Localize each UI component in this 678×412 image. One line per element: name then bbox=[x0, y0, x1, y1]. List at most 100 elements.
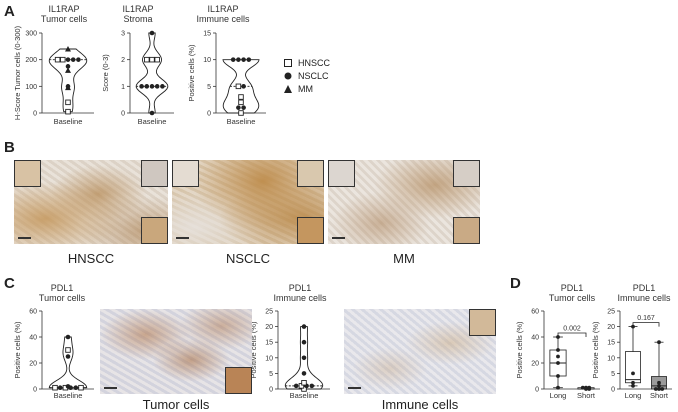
y-tick-label: 15 bbox=[203, 31, 211, 38]
data-point bbox=[65, 84, 71, 89]
y-axis-label: Positive cells (%) bbox=[187, 44, 196, 102]
data-point bbox=[65, 64, 71, 69]
box-long bbox=[625, 351, 641, 384]
data-point bbox=[657, 387, 661, 391]
x-tick-label: Short bbox=[577, 391, 596, 400]
x-axis-label: Baseline bbox=[54, 391, 83, 400]
y-tick-label: 0 bbox=[207, 111, 211, 118]
y-tick-label: 0 bbox=[535, 387, 539, 394]
data-point bbox=[54, 56, 61, 63]
caption-mm: MM bbox=[393, 251, 415, 266]
data-point bbox=[230, 57, 236, 62]
data-point bbox=[309, 383, 315, 389]
p-value-label: 0.002 bbox=[563, 326, 581, 333]
data-point bbox=[631, 324, 635, 329]
y-axis-label: Positive cells (%) bbox=[13, 321, 22, 379]
data-point bbox=[144, 84, 150, 89]
inset-hnscc-bottom-right bbox=[141, 217, 168, 244]
data-point bbox=[301, 371, 307, 376]
x-axis-label: Baseline bbox=[138, 117, 167, 126]
data-point bbox=[238, 110, 244, 116]
legend-item-hnscc: HNSCC bbox=[284, 56, 330, 69]
data-point bbox=[631, 383, 635, 388]
panel-label-d: D bbox=[510, 275, 521, 292]
data-point bbox=[149, 84, 155, 89]
data-point bbox=[301, 339, 307, 345]
data-point bbox=[139, 84, 144, 89]
y-tick-label: 0 bbox=[121, 111, 125, 118]
caption-hnscc: HNSCC bbox=[67, 251, 115, 266]
inset-tumor-cells bbox=[225, 367, 252, 394]
violin-outline bbox=[135, 32, 169, 114]
data-point bbox=[149, 56, 155, 63]
panel-label-b: B bbox=[4, 139, 15, 156]
data-point bbox=[580, 385, 585, 390]
significance-bracket bbox=[557, 332, 587, 337]
violin-outline bbox=[222, 59, 260, 114]
data-point bbox=[236, 105, 241, 110]
scale-bar bbox=[348, 387, 361, 389]
data-point bbox=[65, 384, 71, 389]
data-point bbox=[631, 380, 635, 385]
data-point bbox=[241, 57, 246, 62]
y-tick-label: 0 bbox=[269, 387, 273, 394]
chart-title-d1: PDL1 Tumor cells bbox=[548, 283, 596, 303]
filled-circle-icon bbox=[284, 72, 292, 79]
chart-c2-violin: 0 5 10 15 20 25 Positive cells (%) Baseline bbox=[249, 309, 330, 400]
legend-item-nsclc: NSCLC bbox=[284, 69, 330, 82]
chart-title-a1: IL1RAP Tumor cells bbox=[40, 4, 88, 24]
data-point bbox=[65, 99, 71, 106]
y-tick-label: 5 bbox=[611, 371, 615, 378]
data-point bbox=[246, 57, 252, 62]
y-tick-label: 300 bbox=[25, 31, 37, 38]
open-square-icon bbox=[284, 58, 292, 67]
y-tick-label: 3 bbox=[121, 31, 125, 38]
legend-a: HNSCC NSCLC MM bbox=[284, 56, 330, 95]
y-tick-label: 0 bbox=[611, 387, 615, 394]
data-point bbox=[584, 387, 588, 391]
scale-bar bbox=[18, 237, 31, 239]
data-point bbox=[60, 56, 66, 63]
image-pdl1-immune-cells bbox=[344, 309, 496, 394]
data-point bbox=[57, 385, 63, 390]
data-point bbox=[149, 110, 155, 116]
data-point bbox=[144, 56, 150, 63]
violin-outline bbox=[284, 326, 324, 390]
chart-d1-boxplot: 0 20 40 60 Positive cells (%) Long Short 0.002 bbox=[515, 309, 600, 400]
data-point bbox=[301, 324, 307, 329]
y-axis-label: Positive cells (%) bbox=[515, 321, 524, 379]
inset-mm-top-right bbox=[453, 160, 480, 187]
y-tick-label: 40 bbox=[29, 335, 37, 342]
scale-bar bbox=[104, 387, 117, 389]
data-point bbox=[657, 380, 661, 385]
y-axis-label: H-Score Tumor cells (0-300) bbox=[13, 25, 22, 120]
x-axis-label: Baseline bbox=[227, 117, 256, 126]
data-point bbox=[556, 374, 560, 378]
y-tick-label: 10 bbox=[203, 57, 211, 64]
data-point bbox=[556, 354, 560, 359]
image-mm bbox=[328, 160, 480, 244]
legend-label-mm: MM bbox=[298, 83, 313, 94]
y-tick-label: 20 bbox=[29, 361, 37, 368]
y-tick-label: 20 bbox=[265, 324, 273, 331]
y-axis-label: Score (0-3) bbox=[101, 54, 110, 92]
data-point bbox=[653, 387, 658, 391]
violin-outline bbox=[48, 48, 88, 113]
y-tick-label: 60 bbox=[531, 309, 539, 316]
legend-label-nsclc: NSCLC bbox=[298, 70, 329, 81]
inset-hnscc-top-left bbox=[14, 160, 41, 187]
data-point bbox=[556, 361, 560, 365]
data-point bbox=[657, 383, 661, 388]
p-value-label: 0.167 bbox=[637, 315, 655, 322]
y-tick-label: 25 bbox=[607, 309, 615, 316]
inset-nsclc-top-left bbox=[172, 160, 199, 187]
y-tick-label: 20 bbox=[607, 324, 615, 331]
y-tick-label: 10 bbox=[265, 355, 273, 362]
y-tick-label: 25 bbox=[265, 309, 273, 316]
y-tick-label: 40 bbox=[531, 335, 539, 342]
data-point bbox=[660, 387, 665, 391]
data-point bbox=[587, 387, 592, 391]
inset-nsclc-top-right bbox=[297, 160, 324, 187]
x-tick-label: Short bbox=[650, 391, 669, 400]
